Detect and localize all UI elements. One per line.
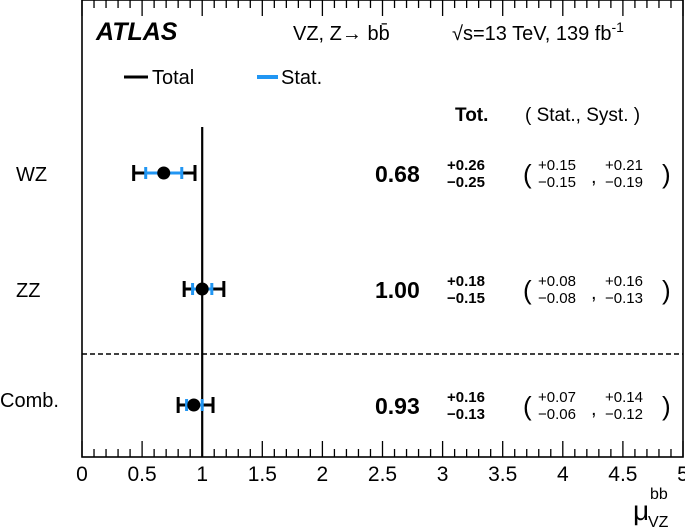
energy-lumi: =13 TeV, 139 fb <box>473 23 611 45</box>
x-tick-label: 1.5 <box>248 463 277 486</box>
x-axis-label-subscript: VZ <box>648 514 669 531</box>
x-tick-label: 1 <box>196 463 208 486</box>
x-tick-label: 0 <box>76 463 88 486</box>
data-point <box>157 166 171 180</box>
legend-stat-label: Stat. <box>281 67 322 89</box>
syst-uncertainty-down: −0.12 <box>605 406 643 423</box>
total-uncertainty-up: +0.18 <box>447 273 485 290</box>
paren-open: ( <box>523 391 532 421</box>
paren-close: ) <box>662 159 671 189</box>
total-uncertainty-down: −0.13 <box>447 406 485 423</box>
x-tick-label: 4 <box>557 463 569 486</box>
paren-open: ( <box>523 159 532 189</box>
comma: , <box>591 398 597 420</box>
x-axis-label-mu: μ <box>633 495 649 526</box>
syst-uncertainty-down: −0.19 <box>605 174 643 191</box>
measurement-row: Comb. 0.93 +0.16−0.13 ( +0.07−0.06 , +0.14−0.1… <box>0 389 671 423</box>
stat-uncertainty-down: −0.06 <box>538 406 576 423</box>
syst-uncertainty-up: +0.16 <box>605 273 643 290</box>
x-tick-label: 2 <box>317 463 329 486</box>
comma: , <box>591 166 597 188</box>
measurement-row: ZZ 1.00 +0.18−0.15 ( +0.08−0.08 , +0.16−0.13) <box>16 273 671 307</box>
x-tick-label: 3.5 <box>488 463 517 486</box>
paren-close: ) <box>662 391 671 421</box>
row-label: Comb. <box>0 390 59 412</box>
row-label: ZZ <box>16 280 40 302</box>
header-total: Tot. <box>455 105 488 126</box>
central-value: 0.93 <box>375 393 420 419</box>
x-axis-tick-labels: 0 0.5 1 1.5 2 2.5 3 3.5 4 4.5 5 <box>76 463 685 486</box>
x-axis-label: μ <box>633 495 649 526</box>
comma: , <box>591 282 597 304</box>
data-point <box>187 398 201 412</box>
measurement-rows: WZ 0.68 +0.26−0.25(+0.15−0.15 ,+0.21−0.19)Z… <box>0 157 671 423</box>
experiment-label: ATLAS <box>95 18 178 46</box>
stat-uncertainty-down: −0.15 <box>538 174 576 191</box>
measurement-row: WZ 0.68 +0.26−0.25 ( +0.15−0.15 , +0.21−0.19) <box>16 157 671 191</box>
x-tick-label: 4.5 <box>608 463 637 486</box>
energy-lumi-label: √s=13 TeV, 139 fb-1 <box>452 19 624 45</box>
x-axis-ticks <box>81 0 684 457</box>
syst-uncertainty-down: −0.13 <box>605 290 643 307</box>
total-uncertainty-up: +0.16 <box>447 389 485 406</box>
sqrt-s: √s <box>452 23 473 45</box>
x-axis-label-superscript: bb <box>650 486 668 503</box>
stat-uncertainty-up: +0.07 <box>538 389 576 406</box>
syst-uncertainty-up: +0.14 <box>605 389 643 406</box>
x-tick-label: 5 <box>677 463 685 486</box>
process-label: VZ, Z→ bb̄ <box>293 22 390 45</box>
stat-uncertainty-up: +0.08 <box>538 273 576 290</box>
paren-close: ) <box>662 275 671 305</box>
data-point <box>195 282 209 296</box>
syst-uncertainty-up: +0.21 <box>605 157 643 174</box>
central-value: 1.00 <box>375 277 420 303</box>
stat-uncertainty-up: +0.15 <box>538 157 576 174</box>
total-uncertainty-down: −0.25 <box>447 174 485 191</box>
header-stat-syst: ( Stat., Syst. ) <box>525 105 640 126</box>
paren-open: ( <box>523 275 532 305</box>
x-tick-label: 0.5 <box>127 463 156 486</box>
central-value: 0.68 <box>375 161 420 187</box>
legend-total-label: Total <box>152 67 194 89</box>
lumi-exponent: -1 <box>611 19 624 35</box>
x-tick-label: 2.5 <box>368 463 397 486</box>
row-label: WZ <box>16 164 47 186</box>
stat-uncertainty-down: −0.08 <box>538 290 576 307</box>
x-tick-label: 3 <box>437 463 449 486</box>
total-uncertainty-up: +0.26 <box>447 157 485 174</box>
total-uncertainty-down: −0.15 <box>447 290 485 307</box>
